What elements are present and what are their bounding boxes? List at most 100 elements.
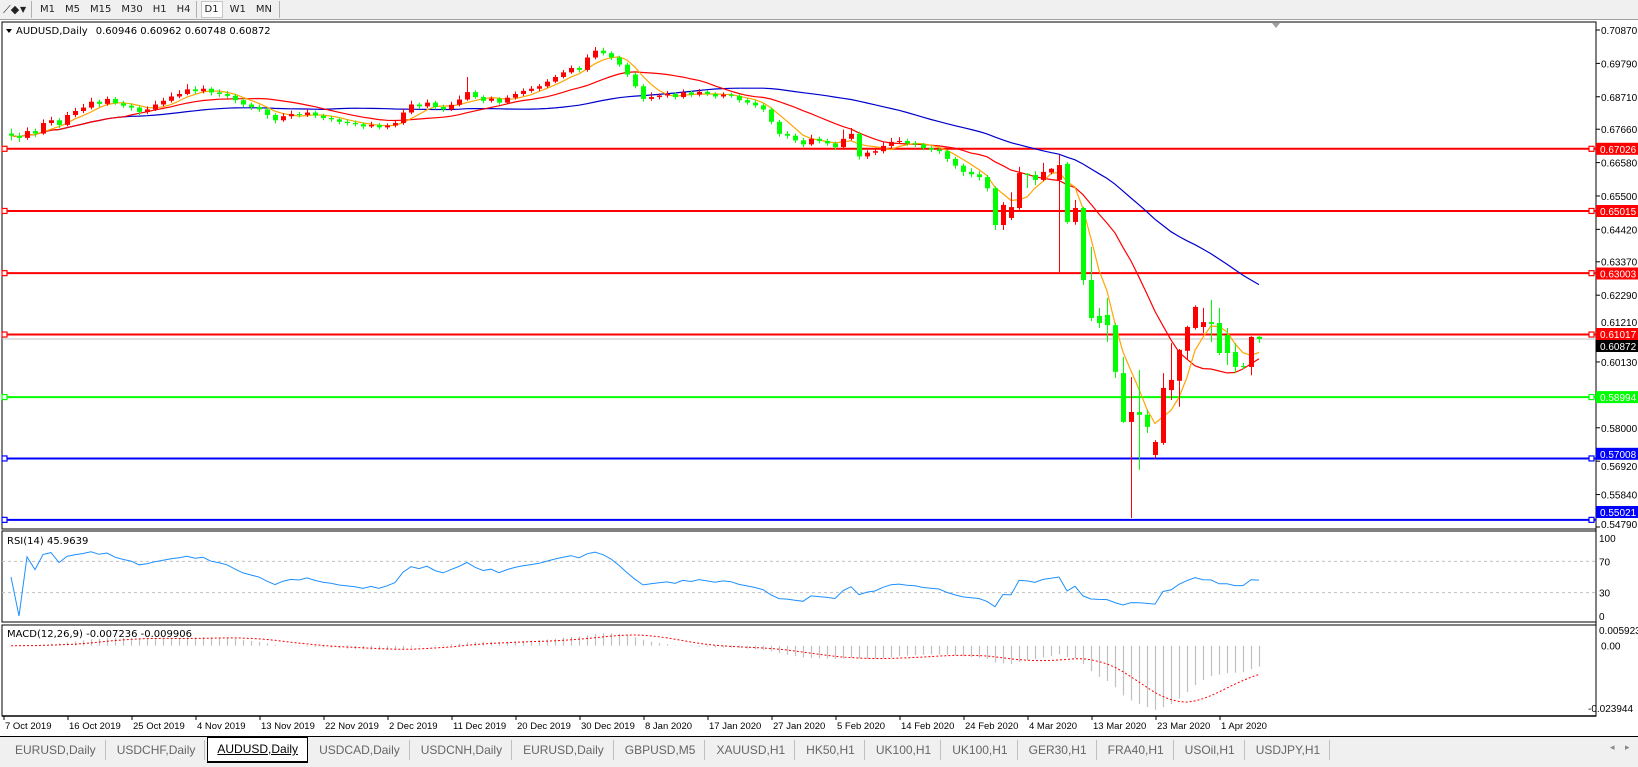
- time-axis-label: 5 Feb 2020: [837, 721, 885, 732]
- candle-body: [265, 109, 270, 115]
- tabs-scroll-right-button[interactable]: ▸: [1625, 743, 1630, 753]
- candle: [793, 133, 798, 143]
- rsi-axis-label: 30: [1599, 589, 1611, 600]
- candle: [625, 62, 630, 77]
- line-anchor-handle[interactable]: [1588, 516, 1595, 523]
- candle: [881, 141, 886, 154]
- chart-tab[interactable]: USDCAD,Daily: [310, 740, 410, 760]
- candle-body: [177, 93, 182, 97]
- candle-body: [857, 133, 862, 157]
- timeframe-h1-button[interactable]: H1: [152, 4, 167, 15]
- chart-tab[interactable]: GER30,H1: [1020, 740, 1097, 760]
- line-anchor-handle[interactable]: [1, 393, 8, 401]
- chart-tab[interactable]: GBPUSD,M5: [616, 740, 706, 760]
- candle-body: [497, 98, 502, 103]
- chart-tab[interactable]: AUDUSD,Daily: [207, 737, 309, 763]
- tools-dropdown-arrow-icon[interactable]: ▼: [20, 5, 27, 14]
- macd-panel[interactable]: [1, 624, 1597, 717]
- chart-tab[interactable]: UK100,H1: [867, 740, 942, 760]
- line-anchor-handle[interactable]: [1588, 331, 1595, 338]
- chart-tab[interactable]: XAUUSD,H1: [707, 740, 796, 760]
- candle: [401, 108, 406, 125]
- time-axis-label: 27 Jan 2020: [773, 721, 825, 732]
- line-anchor-handle[interactable]: [1588, 270, 1595, 277]
- candle: [241, 98, 246, 107]
- candle-body: [897, 140, 902, 142]
- chart-tab[interactable]: USOil,H1: [1176, 740, 1245, 760]
- candle-body: [1089, 280, 1094, 319]
- candle: [337, 117, 342, 125]
- line-anchor-handle[interactable]: [1, 207, 8, 215]
- candle: [281, 113, 286, 122]
- candle: [737, 93, 742, 103]
- candle-body: [33, 131, 38, 134]
- tabs-scroll-left-button[interactable]: ◂: [1610, 743, 1615, 753]
- line-anchor-handle[interactable]: [1, 331, 8, 338]
- line-tools-icon[interactable]: ⟋◆: [3, 3, 20, 16]
- macd-label: MACD(12,26,9) -0.007236 -0.009906: [7, 629, 192, 640]
- candle: [1129, 377, 1134, 519]
- candle: [233, 93, 238, 104]
- bid-price-label: 0.60872: [1600, 342, 1637, 353]
- candle-body: [49, 120, 54, 124]
- chart-tab[interactable]: HK50,H1: [797, 740, 865, 760]
- line-anchor-handle[interactable]: [1, 455, 8, 462]
- candle-body: [1249, 336, 1254, 367]
- chart-tab[interactable]: EURUSD,Daily: [514, 740, 614, 760]
- chart-tab[interactable]: UK100,H1: [943, 740, 1018, 760]
- chart-shift-marker-icon[interactable]: [1272, 23, 1280, 28]
- candle-body: [457, 99, 462, 105]
- candle-body: [713, 93, 718, 97]
- candle: [1161, 373, 1166, 445]
- candle-body: [721, 94, 726, 97]
- candle-body: [1025, 173, 1030, 175]
- candle-body: [169, 96, 174, 101]
- candle-body: [129, 105, 134, 108]
- timeframe-d1-button[interactable]: D1: [200, 1, 223, 18]
- candle-body: [561, 72, 566, 77]
- timeframe-m15-button[interactable]: M15: [90, 4, 112, 15]
- chart-window[interactable]: 0.70870 0.69790 0.68710 0.67660 0.66580 0.655…: [0, 20, 1638, 736]
- main-chart-panel[interactable]: [1, 21, 1597, 530]
- timeframe-m1-button[interactable]: M1: [40, 4, 55, 15]
- candle-body: [57, 120, 62, 125]
- candle-body: [1065, 163, 1070, 222]
- candle-body: [937, 149, 942, 152]
- candle: [1033, 171, 1038, 186]
- candle-body: [1081, 208, 1086, 281]
- rsi-panel[interactable]: [1, 530, 1597, 623]
- line-anchor-handle[interactable]: [1, 145, 8, 152]
- chart-tab[interactable]: USDJPY,H1: [1247, 740, 1331, 760]
- candle-body: [929, 148, 934, 150]
- candle: [201, 85, 206, 94]
- candle-body: [465, 92, 470, 100]
- candle: [801, 137, 806, 148]
- chart-tab[interactable]: EURUSD,Daily: [6, 740, 106, 760]
- timeframe-m30-button[interactable]: M30: [121, 4, 143, 15]
- chart-menu-triangle-icon[interactable]: [6, 29, 12, 33]
- timeframe-mn-button[interactable]: MN: [255, 4, 272, 15]
- timeframe-h4-button[interactable]: H4: [176, 4, 191, 15]
- line-anchor-handle[interactable]: [1, 270, 8, 277]
- line-anchor-handle[interactable]: [1588, 145, 1595, 152]
- line-anchor-handle[interactable]: [1588, 455, 1595, 462]
- candle-body: [593, 50, 598, 58]
- candle: [209, 87, 214, 96]
- candle: [969, 168, 974, 178]
- candle: [785, 131, 790, 139]
- chart-tab[interactable]: USDCHF,Daily: [108, 740, 206, 760]
- chart-tab[interactable]: FRA40,H1: [1099, 740, 1174, 760]
- timeframe-m5-button[interactable]: M5: [65, 4, 80, 15]
- candle: [1081, 206, 1086, 285]
- candle: [377, 123, 382, 130]
- candle-body: [361, 124, 366, 127]
- candle-body: [113, 98, 118, 104]
- line-anchor-handle[interactable]: [1588, 393, 1595, 401]
- candle-body: [1225, 335, 1230, 353]
- line-anchor-handle[interactable]: [1588, 207, 1595, 215]
- candle: [441, 104, 446, 112]
- timeframe-w1-button[interactable]: W1: [229, 4, 246, 15]
- line-anchor-handle[interactable]: [1, 516, 8, 523]
- chart-tab[interactable]: USDCNH,Daily: [412, 740, 513, 760]
- candle: [89, 97, 94, 110]
